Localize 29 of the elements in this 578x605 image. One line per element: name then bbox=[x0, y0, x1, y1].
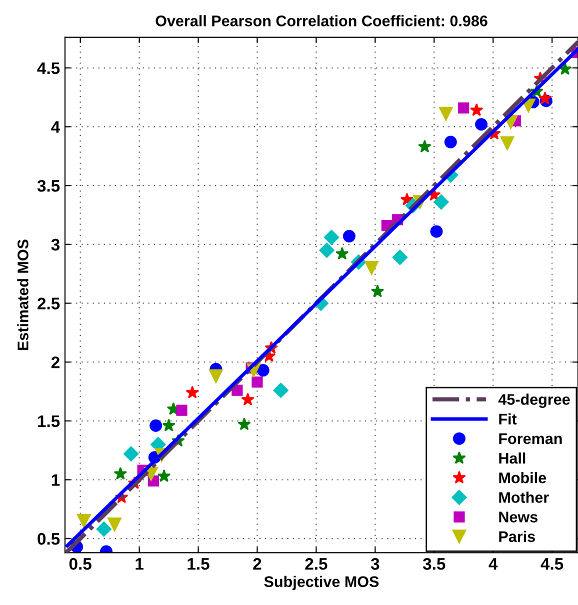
y-tick-label: 3.5 bbox=[37, 180, 60, 192]
legend-label: Fit bbox=[499, 413, 517, 424]
x-tick-label: 3.5 bbox=[422, 558, 446, 570]
legend-label: News bbox=[499, 512, 538, 522]
x-tick-label: 1.5 bbox=[188, 558, 210, 570]
y-tick-label: 4.5 bbox=[37, 62, 60, 74]
x-tick-label: 0.5 bbox=[69, 558, 92, 570]
legend-label: 45-degree bbox=[498, 394, 570, 408]
x-axis-title: Subjective MOS bbox=[264, 576, 379, 590]
y-tick-label: 2.5 bbox=[38, 298, 60, 310]
y-tick-label: 2 bbox=[51, 356, 60, 368]
legend-label: Mother bbox=[499, 492, 549, 503]
y-tick-label: 1 bbox=[52, 474, 60, 486]
legend-label: Paris bbox=[499, 530, 535, 542]
x-tick-label: 4 bbox=[488, 558, 498, 570]
y-tick-label: 0.5 bbox=[38, 532, 60, 545]
x-tick-label: 2.5 bbox=[305, 558, 328, 570]
y-tick-label: 3 bbox=[51, 238, 60, 251]
x-tick-label: 1 bbox=[136, 558, 144, 570]
chart-title: Overall Pearson Correlation Coefficient: 0.986 bbox=[156, 15, 488, 26]
legend-label: Foreman bbox=[499, 433, 562, 444]
legend-label: Hall bbox=[499, 452, 526, 464]
y-tick-label: 1.5 bbox=[38, 415, 60, 428]
x-tick-label: 3 bbox=[370, 558, 380, 570]
x-tick-label: 2 bbox=[253, 558, 262, 570]
y-axis-title: Estimated MOS bbox=[17, 240, 28, 350]
y-tick-label: 4 bbox=[51, 121, 60, 133]
legend-label: Mobile bbox=[499, 472, 546, 484]
x-tick-label: 4.5 bbox=[540, 558, 564, 570]
